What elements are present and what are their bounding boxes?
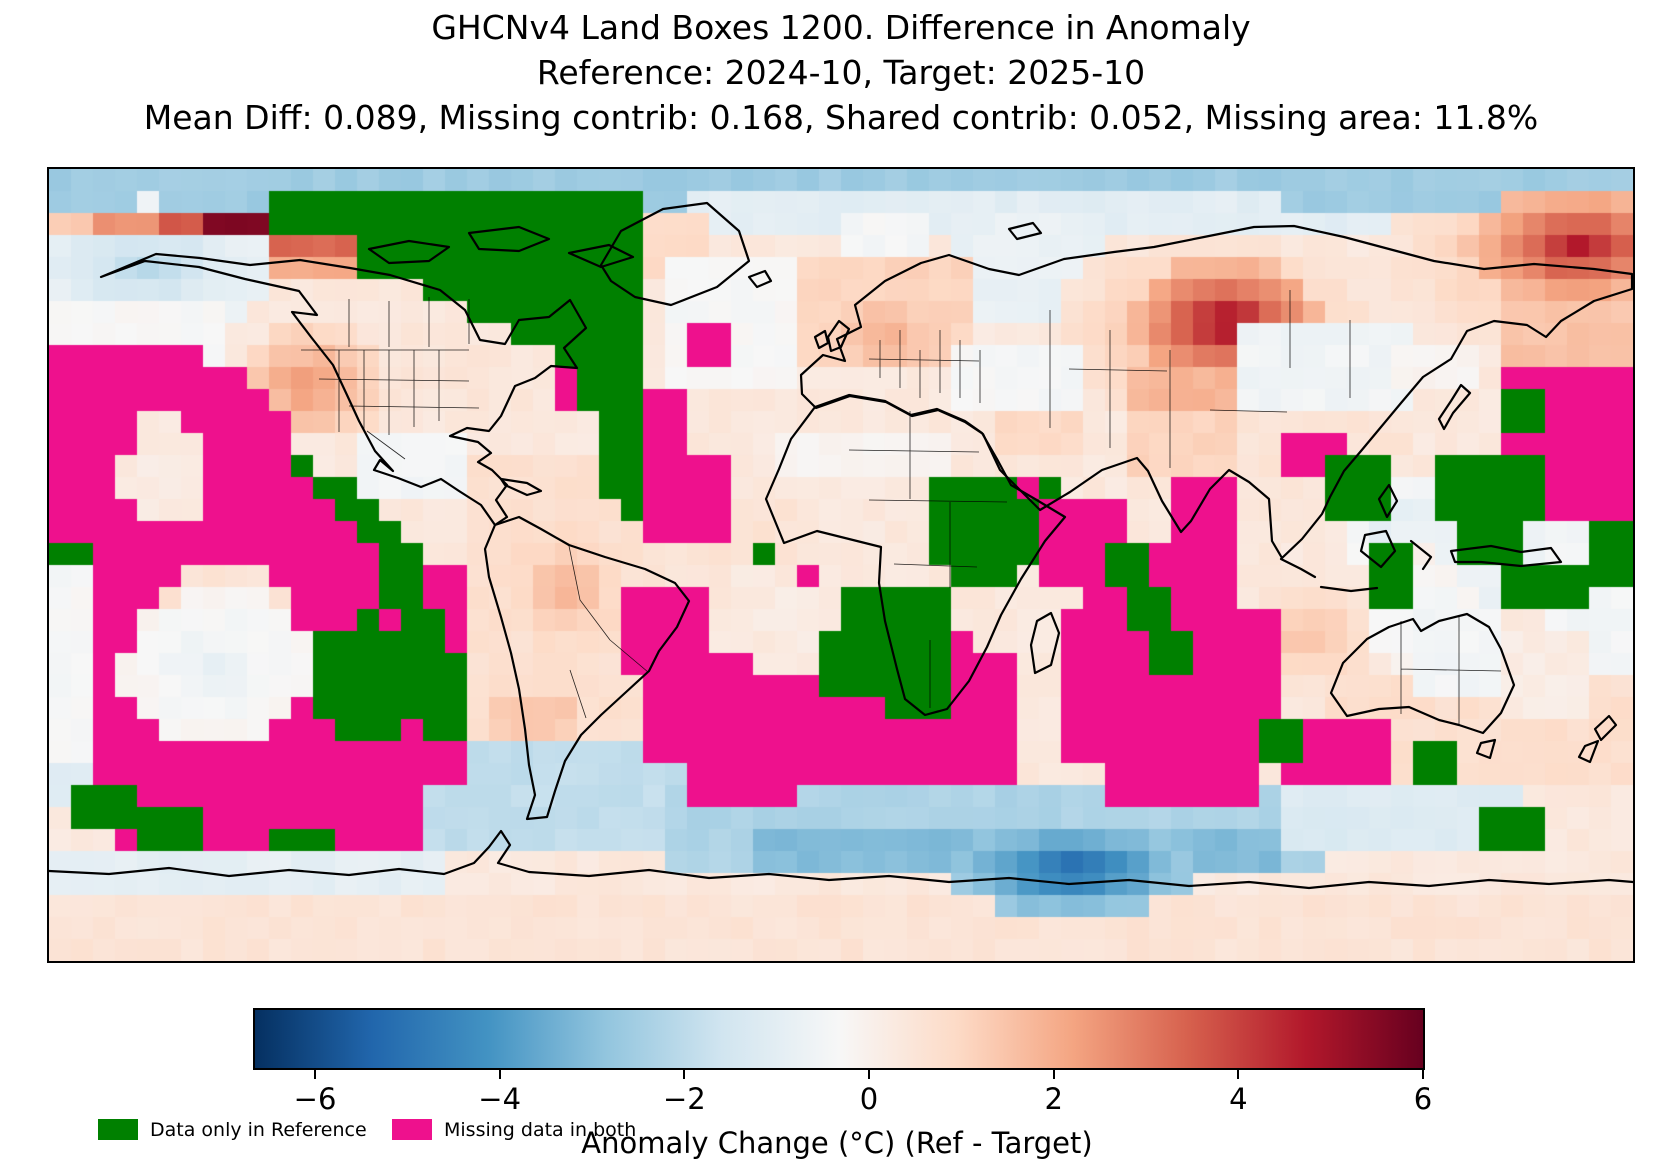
title-line-1: GHCNv4 Land Boxes 1200. Difference in An… <box>431 8 1251 47</box>
colorbar-tick <box>1422 1070 1424 1079</box>
reference-only-swatch <box>98 1119 138 1140</box>
colorbar-tick-label: −4 <box>478 1082 522 1116</box>
map-axes <box>47 167 1635 963</box>
admin-borders-lines <box>301 290 1502 725</box>
colorbar-tick <box>868 1070 870 1079</box>
colorbar-tick-label: −2 <box>662 1082 706 1116</box>
colorbar-gradient <box>255 1010 1423 1068</box>
coastline-overlay <box>49 201 1633 890</box>
greenland-coast <box>599 201 751 307</box>
coastlines <box>49 201 1633 890</box>
missing-both-label: Missing data in both <box>444 1119 637 1141</box>
arctic-islands-coast <box>367 225 635 269</box>
colorbar-tick <box>498 1070 501 1079</box>
colorbar-tick-label: 2 <box>1044 1082 1063 1116</box>
new-zealand-coast <box>1577 714 1618 764</box>
figure-title: GHCNv4 Land Boxes 1200. Difference in An… <box>49 5 1633 140</box>
colorbar-label: Anomaly Change (°C) (Ref - Target) <box>581 1126 1093 1160</box>
colorbar-tick-label: 0 <box>859 1082 879 1116</box>
iceland-coast <box>747 269 773 289</box>
indonesia-coast <box>1279 529 1563 593</box>
colorbar-tick <box>1237 1070 1240 1079</box>
north-america-coast <box>99 252 588 527</box>
eurasia-coast <box>799 224 1633 560</box>
tasmania-coast <box>1475 738 1497 760</box>
colorbar-tick <box>1052 1070 1055 1079</box>
japan-coast <box>1437 383 1472 431</box>
colorbar-tick-label: 6 <box>1413 1082 1433 1116</box>
australia-coast <box>1329 612 1516 735</box>
uk-ireland-coast <box>813 319 851 353</box>
anomaly-grid-raster <box>49 169 1633 961</box>
missing-both-swatch <box>392 1119 432 1140</box>
south-america-coast <box>483 515 691 821</box>
colorbar-tick-label: 4 <box>1229 1082 1248 1116</box>
africa-coast <box>764 393 1067 717</box>
philippines-coast <box>1377 483 1399 519</box>
colorbar-tick <box>683 1070 686 1079</box>
colorbar-tick <box>314 1070 317 1079</box>
reference-only-label: Data only in Reference <box>150 1119 367 1141</box>
cuba-coast <box>499 477 543 497</box>
title-line-2: Reference: 2024-10, Target: 2025-10 <box>536 53 1146 92</box>
colorbar: −6 −4 −2 0 2 4 6 <box>253 1008 1432 1116</box>
svalbard-coast <box>1007 221 1043 241</box>
madagascar-coast <box>1029 611 1061 675</box>
title-line-3: Mean Diff: 0.089, Missing contrib: 0.168… <box>143 98 1539 137</box>
antarctica-coast <box>49 829 1633 890</box>
colorbar-tick-label: −6 <box>293 1082 337 1116</box>
